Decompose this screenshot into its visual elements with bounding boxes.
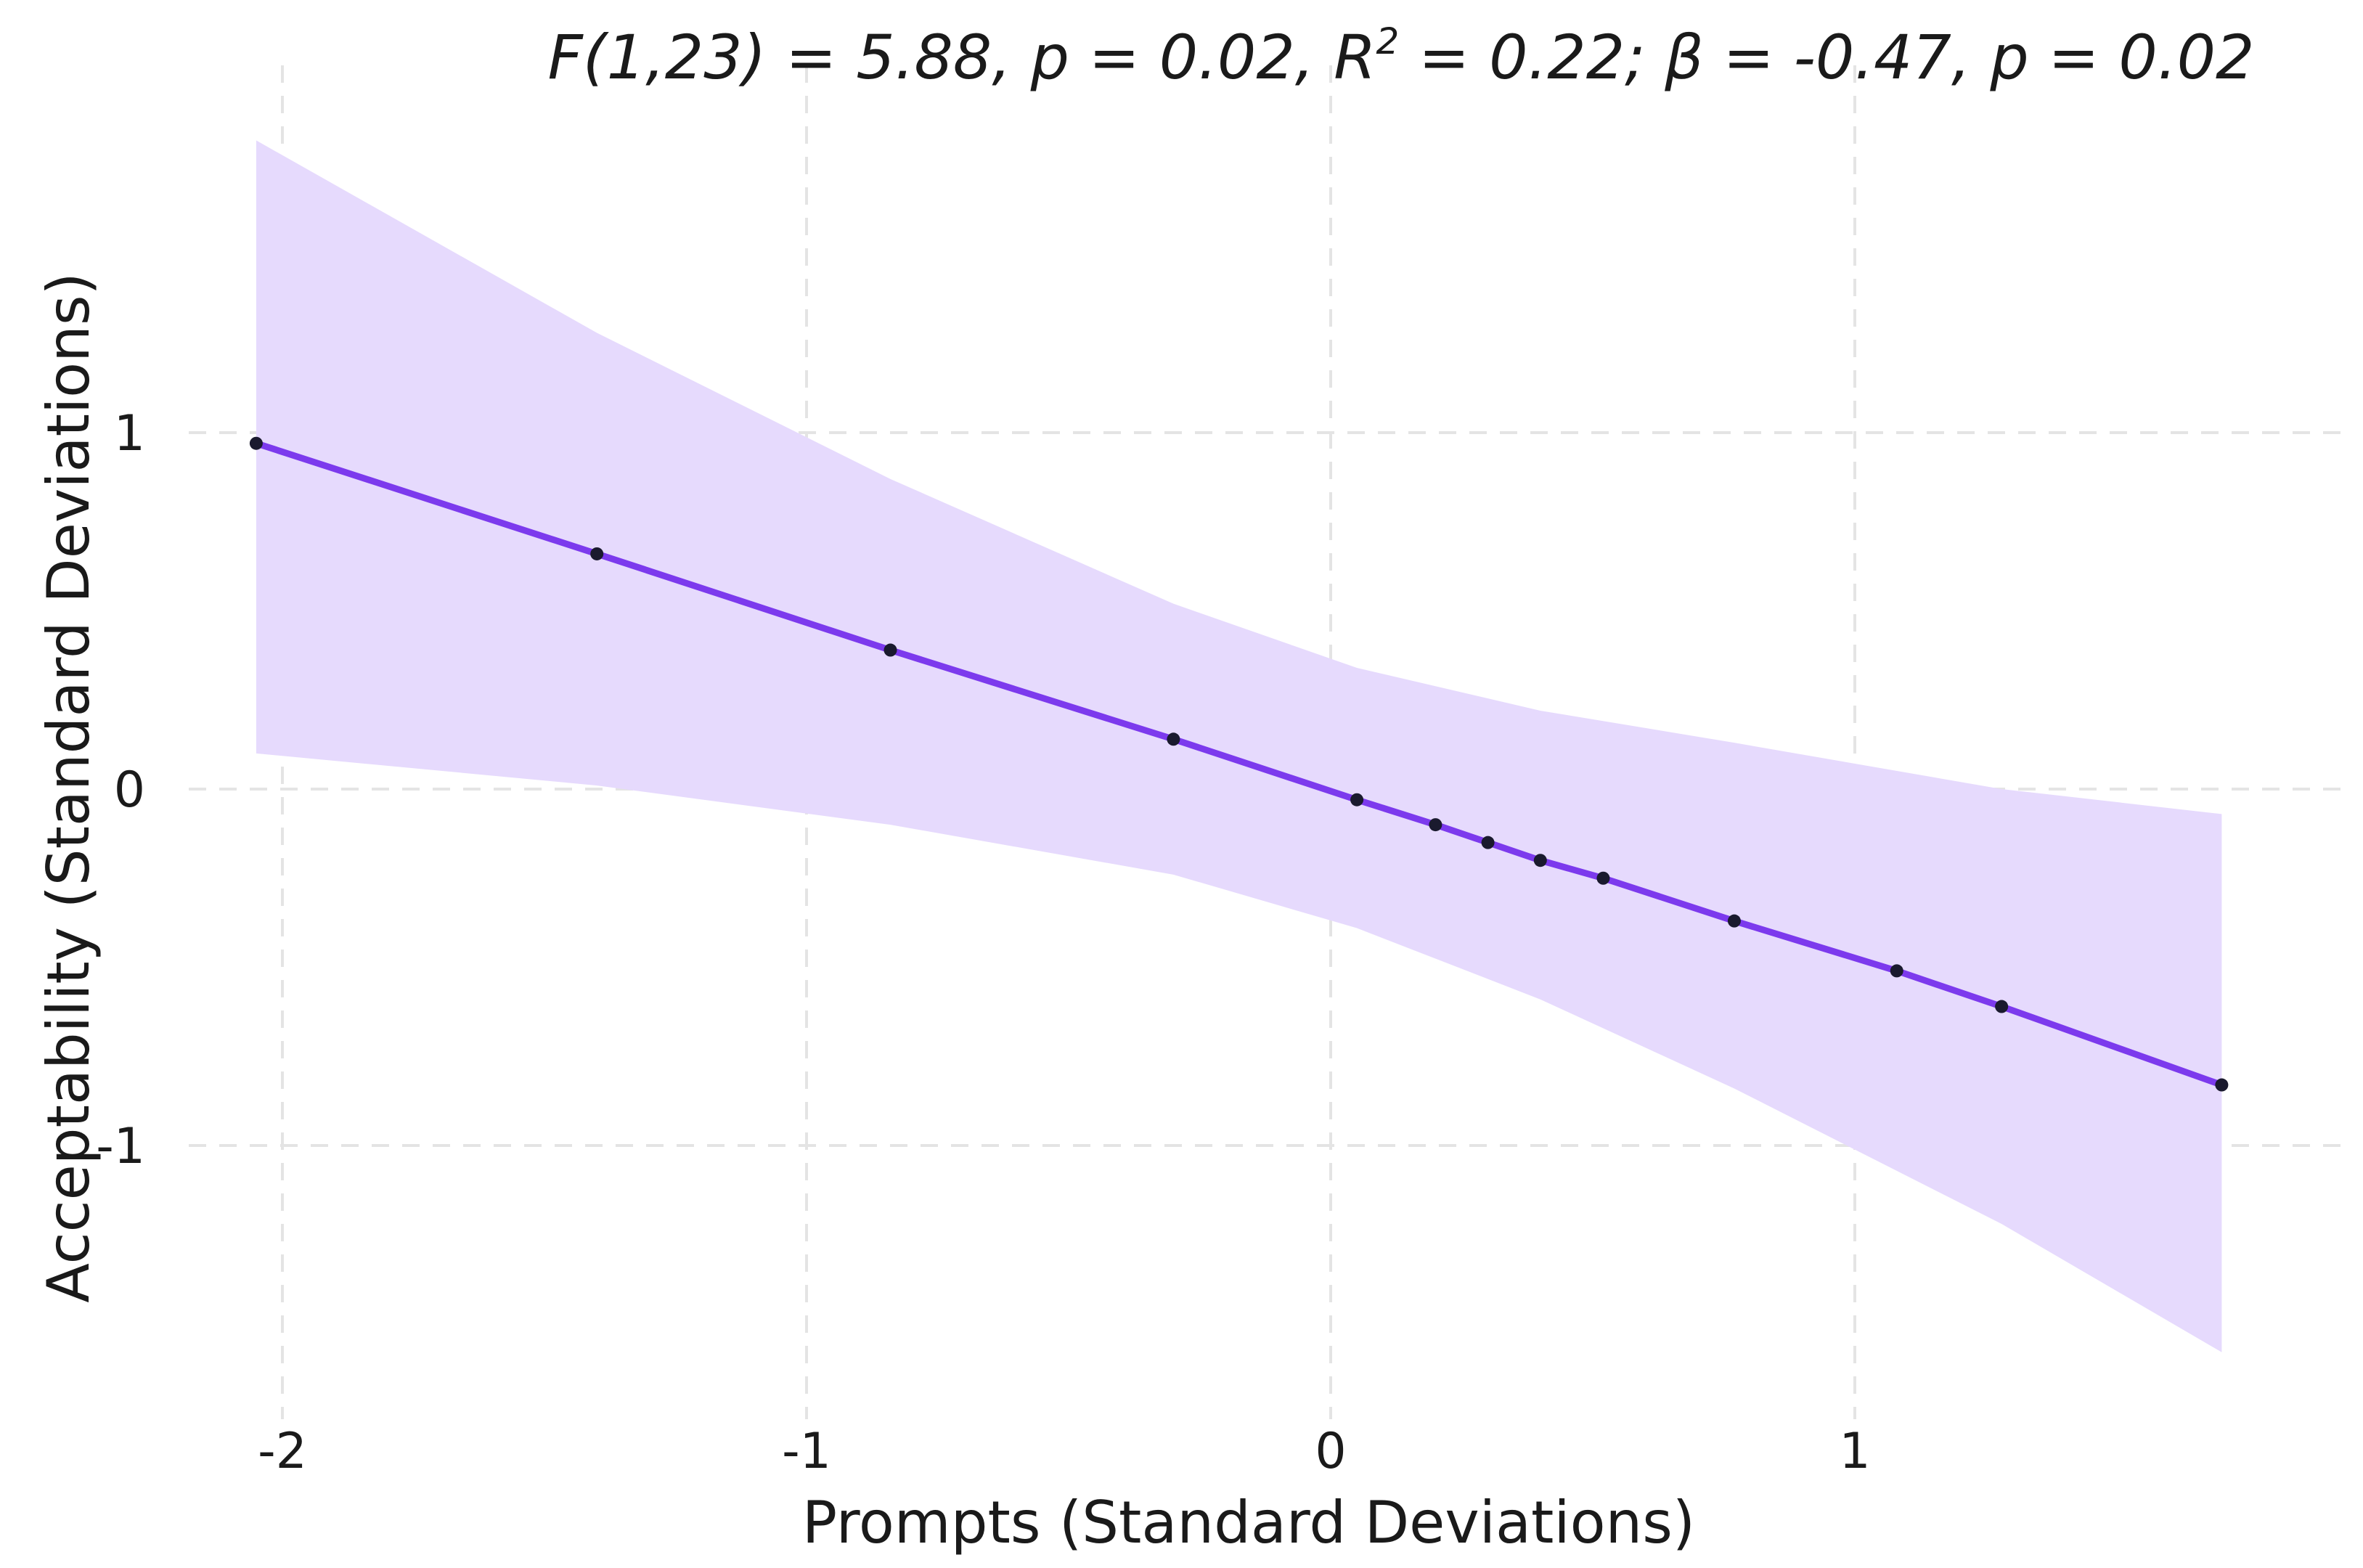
data-point bbox=[249, 436, 263, 450]
data-point bbox=[1429, 818, 1442, 832]
data-point bbox=[1727, 914, 1741, 928]
x-tick-label: -2 bbox=[258, 1423, 307, 1480]
x-axis-title: Prompts (Standard Deviations) bbox=[802, 1489, 1695, 1556]
x-tick-label: 0 bbox=[1315, 1423, 1346, 1480]
x-tick-label: -1 bbox=[782, 1423, 831, 1480]
y-tick-label: 0 bbox=[114, 761, 145, 819]
y-axis-title: Acceptability (Standard Deviations) bbox=[35, 272, 102, 1302]
y-tick-label: 1 bbox=[114, 405, 145, 462]
y-tick-label: -1 bbox=[96, 1118, 145, 1175]
data-point bbox=[1481, 836, 1495, 849]
chart-title: F(1,23) = 5.88, p = 0.02, R2 = 0.22; β =… bbox=[548, 20, 2255, 93]
chart-title-prefix: F(1,23) = 5.88, p = 0.02, R bbox=[548, 22, 1376, 93]
data-point bbox=[1167, 732, 1180, 746]
data-point bbox=[1890, 964, 1903, 978]
y-tick-labels: -1 0 1 bbox=[96, 405, 145, 1175]
x-tick-labels: -2 -1 0 1 bbox=[258, 1423, 1871, 1480]
data-point bbox=[1596, 871, 1610, 885]
data-point bbox=[590, 547, 604, 560]
chart-title-suffix: = 0.22; β = -0.47, p = 0.02 bbox=[1399, 22, 2254, 93]
chart-title-superscript: 2 bbox=[1376, 20, 1400, 62]
data-point bbox=[2215, 1078, 2229, 1092]
data-point bbox=[1350, 793, 1364, 807]
data-points bbox=[249, 436, 2229, 1092]
confidence-band bbox=[256, 140, 2222, 1352]
x-tick-label: 1 bbox=[1839, 1423, 1870, 1480]
data-point bbox=[1995, 1000, 2009, 1013]
data-point bbox=[1533, 854, 1547, 867]
data-point bbox=[883, 643, 897, 657]
